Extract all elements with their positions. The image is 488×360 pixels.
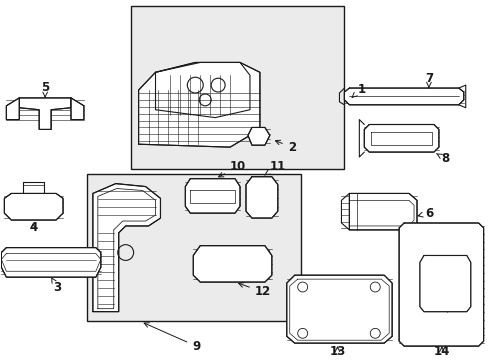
Polygon shape (419, 256, 470, 312)
Text: 10: 10 (218, 160, 245, 177)
Text: 12: 12 (238, 283, 270, 298)
Polygon shape (193, 246, 271, 282)
Text: 3: 3 (51, 278, 61, 293)
Bar (87, 174, 300, 321)
Polygon shape (4, 193, 63, 220)
Polygon shape (185, 179, 240, 213)
Polygon shape (349, 193, 416, 230)
Text: 7: 7 (424, 72, 432, 87)
Text: 4: 4 (29, 221, 37, 234)
Polygon shape (1, 248, 101, 277)
Text: 8: 8 (436, 153, 449, 166)
Polygon shape (398, 223, 483, 346)
Polygon shape (245, 177, 277, 218)
Text: 13: 13 (329, 345, 345, 357)
Bar (130, 6, 344, 169)
Polygon shape (71, 98, 84, 120)
Polygon shape (364, 125, 438, 152)
Text: 6: 6 (417, 207, 432, 220)
Polygon shape (344, 88, 463, 105)
Polygon shape (286, 275, 391, 343)
Polygon shape (247, 127, 269, 145)
Text: 14: 14 (433, 345, 449, 357)
Text: 9: 9 (144, 323, 200, 352)
Text: 2: 2 (275, 140, 295, 154)
Polygon shape (6, 98, 19, 120)
Polygon shape (138, 62, 260, 147)
Text: 1: 1 (351, 82, 365, 98)
Polygon shape (93, 184, 160, 312)
Text: 5: 5 (41, 81, 49, 97)
Text: 11: 11 (264, 160, 285, 175)
Polygon shape (19, 98, 71, 130)
